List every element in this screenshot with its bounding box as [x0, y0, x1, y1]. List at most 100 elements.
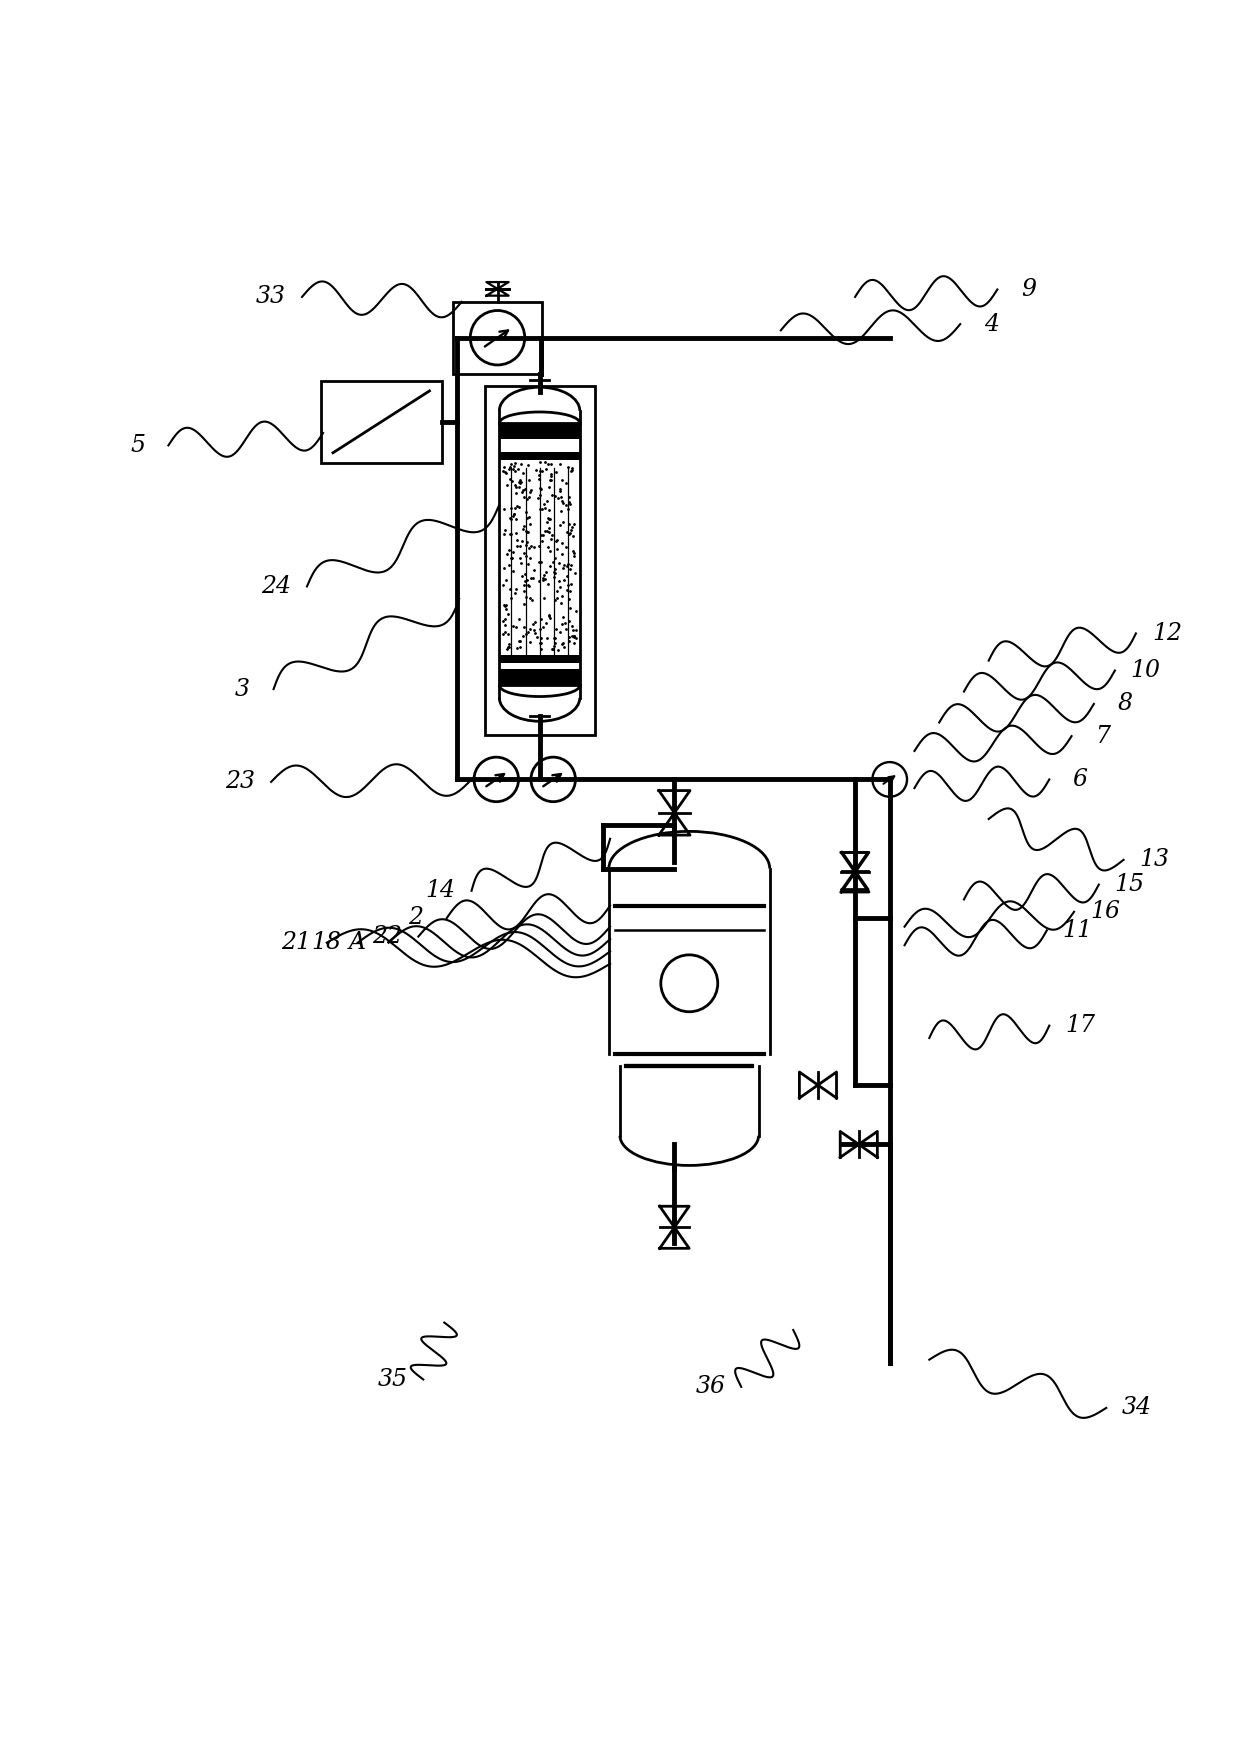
Text: 2: 2: [408, 907, 423, 929]
Text: 13: 13: [1140, 848, 1169, 872]
Point: [494, 620, 513, 648]
Point: [560, 594, 580, 622]
Point: [527, 457, 547, 485]
Point: [532, 474, 552, 502]
Point: [539, 505, 559, 533]
Point: [542, 636, 562, 664]
Point: [539, 514, 559, 542]
Point: [515, 538, 534, 566]
Point: [495, 604, 515, 632]
Point: [542, 525, 562, 552]
Point: [512, 526, 532, 554]
Point: [539, 474, 559, 502]
Point: [520, 483, 539, 511]
Point: [513, 476, 533, 504]
Point: [559, 627, 579, 655]
Point: [506, 505, 526, 533]
Point: [531, 629, 551, 657]
Point: [539, 603, 559, 631]
Point: [551, 450, 570, 478]
Point: [522, 585, 542, 613]
Text: 36: 36: [696, 1376, 725, 1398]
Point: [497, 540, 517, 568]
Point: [562, 457, 582, 485]
Point: [534, 561, 554, 589]
Point: [505, 457, 525, 485]
Point: [517, 504, 537, 532]
Point: [501, 584, 521, 611]
Point: [564, 624, 584, 651]
Point: [518, 518, 538, 545]
Point: [534, 565, 554, 592]
Text: 9: 9: [1021, 278, 1035, 301]
Point: [529, 457, 549, 485]
Text: 4: 4: [983, 313, 998, 335]
Point: [494, 453, 513, 481]
Point: [552, 589, 572, 617]
Point: [520, 571, 539, 599]
Point: [495, 592, 515, 620]
Point: [518, 549, 538, 577]
Point: [542, 521, 562, 549]
Point: [558, 571, 578, 599]
Text: 18: 18: [311, 931, 342, 954]
Text: 11: 11: [1063, 919, 1092, 941]
Point: [557, 577, 577, 604]
Point: [495, 591, 515, 618]
Point: [510, 627, 529, 655]
Point: [562, 512, 582, 540]
Point: [552, 466, 572, 493]
Point: [563, 523, 583, 551]
Text: 7: 7: [1095, 724, 1110, 747]
Point: [564, 538, 584, 566]
Point: [516, 532, 536, 559]
Point: [496, 596, 516, 624]
Point: [511, 532, 531, 559]
Point: [527, 624, 547, 651]
Point: [541, 505, 560, 533]
Point: [520, 615, 539, 643]
Point: [511, 544, 531, 571]
Point: [546, 459, 565, 486]
Point: [525, 533, 544, 561]
Point: [537, 624, 557, 651]
Point: [562, 611, 582, 639]
Point: [520, 511, 539, 538]
Point: [500, 466, 520, 493]
Point: [556, 610, 575, 637]
Point: [495, 495, 515, 523]
Point: [548, 526, 568, 554]
Point: [495, 554, 515, 582]
Point: [537, 507, 557, 535]
Point: [529, 547, 549, 575]
Point: [505, 500, 525, 528]
Point: [506, 613, 526, 641]
Point: [510, 493, 529, 521]
Point: [554, 551, 574, 578]
Text: 22: 22: [372, 926, 403, 948]
Point: [501, 544, 521, 571]
Point: [552, 610, 572, 637]
Point: [516, 584, 536, 611]
Point: [547, 526, 567, 554]
Point: [520, 466, 539, 493]
Point: [533, 566, 553, 594]
Point: [539, 497, 559, 525]
Point: [503, 538, 523, 566]
Point: [541, 552, 560, 580]
Point: [553, 528, 573, 556]
Point: [505, 452, 525, 479]
Point: [507, 492, 527, 519]
Point: [533, 565, 553, 592]
Point: [553, 631, 573, 658]
Point: [517, 566, 537, 594]
Point: [505, 493, 525, 521]
Text: 10: 10: [1131, 658, 1161, 683]
Bar: [609, 868, 770, 1054]
Point: [502, 467, 522, 495]
Point: [507, 526, 527, 554]
Point: [520, 504, 539, 532]
Point: [539, 466, 559, 493]
Point: [547, 577, 567, 604]
Point: [529, 566, 549, 594]
